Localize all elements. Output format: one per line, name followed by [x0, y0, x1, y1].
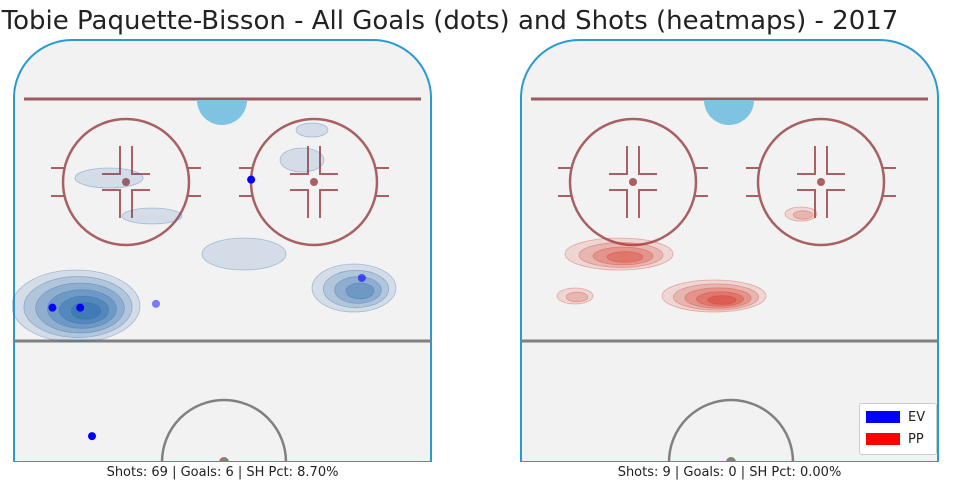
shot-density-contour: [707, 295, 737, 305]
faceoff-dot-right: [817, 178, 825, 186]
center-ice-circle: [160, 398, 288, 462]
faceoff-marking: [797, 146, 816, 175]
faceoff-marking: [319, 146, 338, 175]
legend-item-pp: PP: [866, 431, 924, 447]
shot-density-contour: [121, 207, 183, 225]
faceoff-marking: [131, 146, 150, 175]
shot-density-contour: [661, 279, 767, 313]
legend-swatch-ev: [866, 411, 900, 423]
center-ice-dot: [219, 457, 229, 462]
legend-swatch-pp: [866, 433, 900, 445]
rink-panel-ev: [12, 39, 432, 462]
goal-point: [48, 303, 57, 312]
faceoff-circle-right: [756, 117, 886, 247]
faceoff-circle-left: [568, 117, 698, 247]
shot-density-contour: [606, 251, 644, 263]
goal-point: [151, 299, 160, 308]
shot-density-contour: [12, 269, 141, 343]
goal-point: [76, 303, 85, 312]
shot-density-contour: [556, 287, 594, 305]
legend: EV PP: [859, 403, 937, 455]
shot-density-contour: [592, 246, 654, 266]
shot-density-contour: [684, 287, 752, 309]
shot-density-contour: [70, 302, 102, 320]
goal-point: [247, 175, 256, 184]
shot-density-contour: [565, 291, 589, 303]
shot-density-contour: [695, 291, 745, 307]
goal-crease: [704, 100, 754, 125]
shot-density-contour: [345, 282, 375, 300]
chart-title: Tobie Paquette-Bisson - All Goals (dots)…: [1, 6, 899, 36]
rink-surface: [520, 39, 939, 462]
goal-crease: [197, 100, 247, 125]
shot-density-contour: [792, 210, 813, 220]
faceoff-marking: [290, 146, 309, 175]
shot-density-contour: [578, 242, 664, 268]
shot-density-contour: [311, 263, 397, 313]
legend-item-ev: EV: [866, 409, 925, 425]
rink-surface: [13, 39, 432, 462]
shot-density-contour: [564, 237, 674, 271]
faceoff-marking: [826, 189, 845, 218]
faceoff-marking: [102, 146, 121, 175]
faceoff-marking: [609, 189, 628, 218]
shot-density-contour: [673, 283, 759, 311]
faceoff-dot-right: [310, 178, 318, 186]
faceoff-circle-left: [61, 117, 191, 247]
rink-panel-pp: [520, 39, 939, 462]
legend-label-pp: PP: [908, 431, 924, 447]
faceoff-dot-left: [629, 178, 637, 186]
ev-stats-caption: Shots: 69 | Goals: 6 | SH Pct: 8.70%: [106, 465, 339, 480]
center-ice-circle: [667, 398, 795, 462]
shot-density-contour: [201, 237, 287, 271]
goal-point: [357, 273, 366, 282]
faceoff-dot-left: [122, 178, 130, 186]
shot-density-contour: [279, 147, 325, 173]
faceoff-marking: [609, 146, 628, 175]
faceoff-marking: [290, 189, 309, 218]
faceoff-marking: [797, 189, 816, 218]
legend-label-ev: EV: [908, 409, 926, 425]
center-ice-dot: [726, 457, 736, 462]
shot-density-contour: [74, 167, 144, 189]
faceoff-marking: [319, 189, 338, 218]
goal-point: [87, 432, 96, 441]
faceoff-marking: [638, 146, 657, 175]
faceoff-marking: [826, 146, 845, 175]
faceoff-marking: [638, 189, 657, 218]
shot-density-contour: [334, 276, 382, 304]
pp-stats-caption: Shots: 9 | Goals: 0 | SH Pct: 0.00%: [617, 465, 842, 480]
shot-density-contour: [322, 269, 390, 309]
faceoff-marking: [102, 189, 121, 218]
faceoff-marking: [131, 189, 150, 218]
shot-density-contour: [58, 295, 110, 325]
shot-density-contour: [295, 122, 329, 138]
shot-density-contour: [784, 206, 818, 222]
